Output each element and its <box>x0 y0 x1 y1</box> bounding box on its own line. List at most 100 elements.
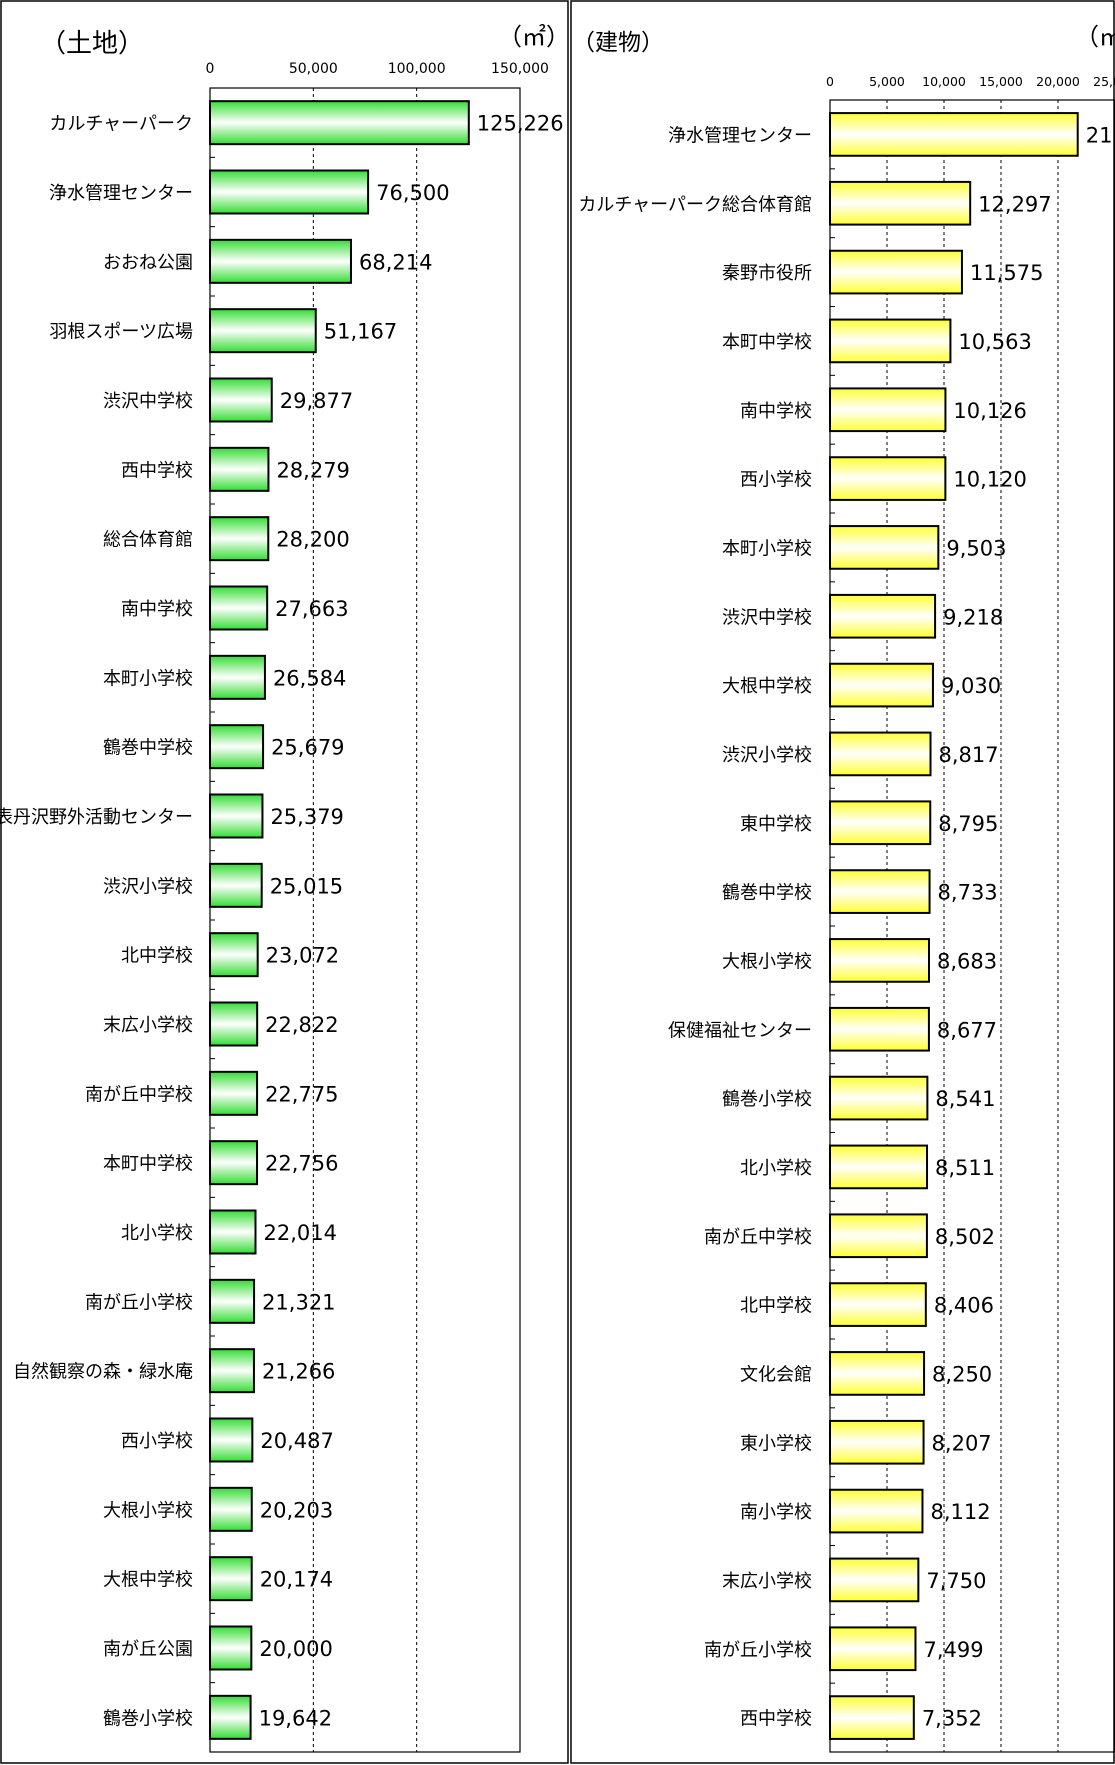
building-value-label: 8,733 <box>938 881 998 905</box>
land-bar <box>209 516 270 562</box>
building-bar <box>829 180 972 226</box>
land-category-label: 鶴巻中学校 <box>103 738 193 759</box>
building-bar <box>829 1006 930 1052</box>
land-bar <box>209 1278 256 1324</box>
building-bar <box>829 387 947 433</box>
building-tick-label: 0 <box>826 74 834 89</box>
building-category-label: 南が丘小学校 <box>704 1640 812 1661</box>
land-bar <box>209 1486 253 1532</box>
building-category-label: 南中学校 <box>740 401 812 422</box>
building-bar <box>829 938 930 983</box>
land-value-label: 22,775 <box>265 1082 338 1106</box>
building-chart-title: （建物） <box>572 30 664 56</box>
building-bar <box>829 112 1079 157</box>
land-category-label: 西中学校 <box>121 460 193 481</box>
land-category-label: 総合体育館 <box>103 530 193 551</box>
building-bar <box>829 1075 929 1121</box>
building-bar <box>829 869 931 914</box>
building-bar <box>829 1144 929 1190</box>
building-category-label: 北小学校 <box>740 1158 812 1179</box>
land-category-label: おおね公園 <box>103 252 193 273</box>
land-bar <box>209 862 263 908</box>
building-category-label: 西中学校 <box>740 1709 812 1730</box>
land-category-label: 南中学校 <box>121 599 193 620</box>
building-bar <box>829 1351 926 1396</box>
building-bar <box>829 525 940 570</box>
land-bar <box>209 1625 253 1671</box>
building-value-label: 8,677 <box>937 1018 997 1042</box>
land-bar <box>209 932 259 978</box>
land-value-label: 125,226 <box>477 112 564 136</box>
land-bar <box>209 724 265 770</box>
land-value-label: 29,877 <box>280 389 353 413</box>
building-category-label: 鶴巻小学校 <box>722 1089 812 1110</box>
land-category-label: 自然観察の森・緑水庵 <box>13 1362 193 1383</box>
building-category-label: 鶴巻中学校 <box>722 883 812 904</box>
land-value-label: 26,584 <box>273 666 346 690</box>
land-bar <box>209 1556 253 1602</box>
building-value-label: 8,406 <box>934 1294 994 1318</box>
building-value-label: 8,502 <box>935 1225 995 1249</box>
building-value-label: 8,250 <box>932 1362 992 1386</box>
building-value-label: 8,795 <box>938 812 998 836</box>
land-chart: 0 50,000 100,000 150,000 カルチャーパーク 125,226 浄水管理… <box>0 61 564 1753</box>
building-category-label: 大根中学校 <box>722 676 812 697</box>
building-category-label: 東小学校 <box>740 1433 812 1454</box>
land-tick-label: 50,000 <box>289 61 338 77</box>
land-bar <box>209 1209 257 1255</box>
building-category-label: 北中学校 <box>740 1296 812 1317</box>
land-bar <box>209 1348 255 1394</box>
building-tick-label: 25,000 <box>1093 74 1115 89</box>
building-category-label: 南小学校 <box>740 1502 812 1523</box>
land-chart-unit: （㎡） <box>498 23 570 51</box>
land-tick-label: 100,000 <box>388 61 446 77</box>
land-value-label: 27,663 <box>275 597 348 621</box>
land-bar <box>209 169 370 215</box>
building-chart-unit: （㎡） <box>1075 23 1115 51</box>
building-category-label: 本町小学校 <box>722 538 812 559</box>
land-category-label: 北中学校 <box>121 946 193 967</box>
land-tick-label: 0 <box>206 61 215 77</box>
building-value-label: 11,575 <box>970 261 1043 285</box>
building-tick-label: 15,000 <box>979 74 1023 89</box>
land-value-label: 19,642 <box>259 1706 332 1730</box>
building-value-label: 9,030 <box>941 674 1001 698</box>
land-value-label: 51,167 <box>324 320 397 344</box>
building-value-label: 8,511 <box>935 1156 995 1180</box>
building-value-label: 9,218 <box>943 605 1003 629</box>
land-bar <box>209 1417 254 1463</box>
land-value-label: 25,379 <box>270 805 343 829</box>
land-category-label: 南が丘中学校 <box>85 1084 193 1105</box>
land-category-label: 本町小学校 <box>103 668 193 689</box>
land-chart-title: （土地） <box>40 29 144 59</box>
building-value-label: 8,207 <box>932 1431 992 1455</box>
building-category-label: カルチャーパーク総合体育館 <box>578 194 812 215</box>
land-value-label: 21,266 <box>262 1360 335 1384</box>
building-category-label: 渋沢中学校 <box>722 607 812 628</box>
building-chart-frame <box>570 0 1115 1764</box>
building-bar <box>829 1557 920 1603</box>
land-value-label: 68,214 <box>359 250 432 274</box>
building-category-label: 浄水管理センター <box>668 125 812 146</box>
land-bar <box>209 1140 259 1186</box>
building-value-label: 8,817 <box>939 743 999 767</box>
land-chart-frame <box>0 0 569 1764</box>
building-bar <box>829 318 952 364</box>
land-value-label: 22,014 <box>263 1221 336 1245</box>
building-value-label: 10,126 <box>953 399 1026 423</box>
building-bar <box>829 1626 917 1672</box>
building-category-label: 文化会館 <box>740 1364 812 1385</box>
land-value-label: 20,487 <box>260 1429 333 1453</box>
building-value-label: 10,120 <box>953 468 1026 492</box>
building-value-label: 7,352 <box>922 1707 982 1731</box>
land-value-label: 21,321 <box>262 1290 335 1314</box>
land-value-label: 20,203 <box>260 1498 333 1522</box>
land-category-label: 北小学校 <box>121 1223 193 1244</box>
building-category-label: 保健福祉センター <box>668 1020 812 1041</box>
land-bar <box>209 308 317 354</box>
land-category-label: 鶴巻小学校 <box>103 1708 193 1729</box>
building-category-label: 東中学校 <box>740 814 812 835</box>
building-bar <box>829 456 947 501</box>
land-value-label: 22,822 <box>265 1013 338 1037</box>
